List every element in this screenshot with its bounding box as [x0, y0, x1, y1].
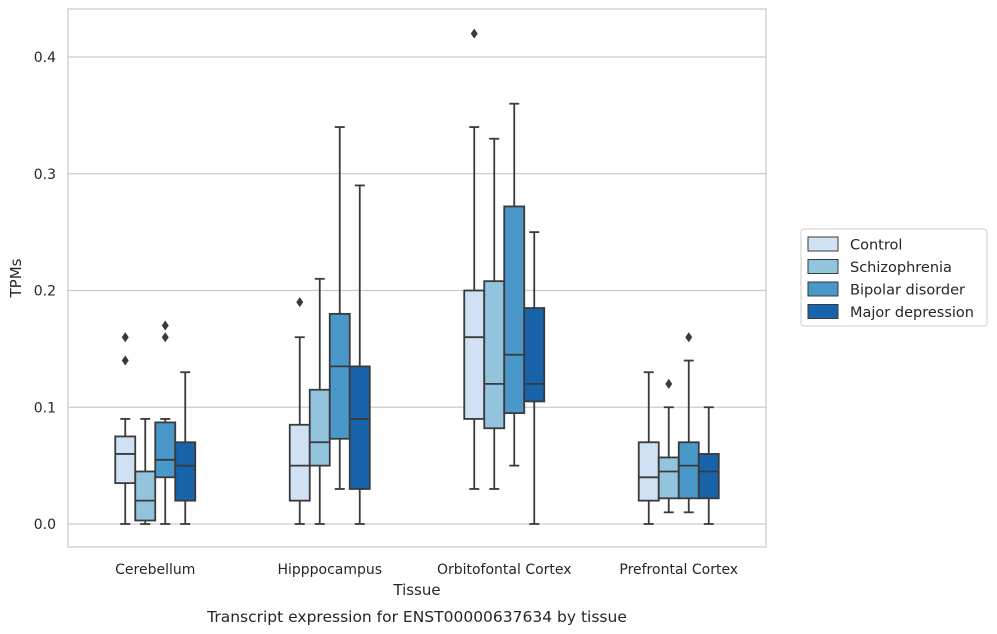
y-axis-label: TPMs: [7, 258, 25, 298]
legend-label: Major depression: [850, 305, 974, 321]
box-iqr: [463, 289, 486, 420]
box-prefrontal-cortex-schizophrenia: [657, 378, 680, 514]
box-iqr: [154, 421, 177, 479]
box-iqr: [657, 456, 680, 500]
outlier-point: [121, 332, 129, 343]
box-iqr: [134, 470, 157, 522]
legend-frame: [800, 228, 988, 327]
box-prefrontal-cortex-major-depression: [697, 406, 720, 525]
box-iqr: [348, 365, 371, 490]
box-iqr: [697, 453, 720, 500]
legend-swatch: [807, 281, 839, 297]
plot-area-frame: [67, 8, 767, 548]
x-tick-label: Prefrontal Cortex: [619, 562, 738, 578]
box-iqr: [308, 388, 331, 467]
box-iqr: [114, 435, 137, 485]
x-tick-label: Cerebellum: [115, 562, 195, 578]
outlier-point: [685, 332, 693, 343]
outlier-point: [665, 378, 673, 389]
legend-label: Control: [850, 238, 902, 254]
y-tick-label: 0.0: [34, 517, 56, 533]
box-hipppocampus-bipolar-disorder: [328, 126, 351, 490]
box-hipppocampus-schizophrenia: [308, 277, 331, 525]
box-orbitofontal-cortex-schizophrenia: [483, 137, 506, 490]
box-groups: [114, 28, 720, 525]
box-cerebellum-major-depression: [174, 371, 197, 525]
box-iqr: [174, 441, 197, 502]
box-prefrontal-cortex-bipolar-disorder: [677, 332, 700, 514]
outlier-point: [161, 332, 169, 343]
x-axis-ticks: Cerebellum Hipppocampus Orbitofontal Corte…: [115, 562, 738, 578]
y-axis-ticks: 0.0 0.1 0.2 0.3 0.4: [34, 50, 56, 533]
x-tick-label: Orbitofontal Cortex: [437, 562, 572, 578]
legend-swatch: [807, 304, 839, 319]
box-hipppocampus-major-depression: [348, 184, 371, 525]
x-tick-label: Hipppocampus: [277, 562, 382, 578]
box-cerebellum-bipolar-disorder: [154, 320, 177, 525]
box-orbitofontal-cortex-major-depression: [523, 231, 546, 525]
box-cerebellum-schizophrenia: [134, 418, 157, 525]
outlier-point: [161, 320, 169, 331]
legend: Control Schizophrenia Bipolar disorder Majo…: [800, 228, 988, 327]
box-prefrontal-cortex-control: [637, 371, 660, 525]
legend-swatch: [807, 236, 839, 252]
chart-caption: Transcript expression for ENST0000063763…: [206, 608, 627, 626]
box-iqr: [637, 441, 660, 502]
box-iqr: [677, 441, 700, 500]
outlier-point: [121, 355, 129, 366]
legend-label: Schizophrenia: [850, 260, 952, 276]
box-iqr: [328, 312, 351, 440]
y-tick-label: 0.4: [34, 50, 56, 66]
box-orbitofontal-cortex-control: [463, 28, 486, 490]
box-hipppocampus-control: [288, 297, 311, 525]
box-iqr: [523, 307, 546, 403]
y-tick-label: 0.1: [34, 400, 56, 416]
outlier-point: [470, 28, 478, 39]
legend-label: Bipolar disorder: [850, 283, 965, 299]
box-iqr: [483, 280, 506, 430]
outlier-point: [296, 297, 304, 308]
box-cerebellum-control: [114, 332, 137, 525]
y-tick-label: 0.3: [34, 167, 56, 183]
box-orbitofontal-cortex-bipolar-disorder: [503, 102, 526, 467]
x-axis-label: Tissue: [392, 581, 440, 599]
y-tick-label: 0.2: [34, 284, 56, 300]
box-iqr: [503, 205, 526, 414]
box-iqr: [288, 423, 311, 502]
legend-swatch: [807, 259, 839, 274]
